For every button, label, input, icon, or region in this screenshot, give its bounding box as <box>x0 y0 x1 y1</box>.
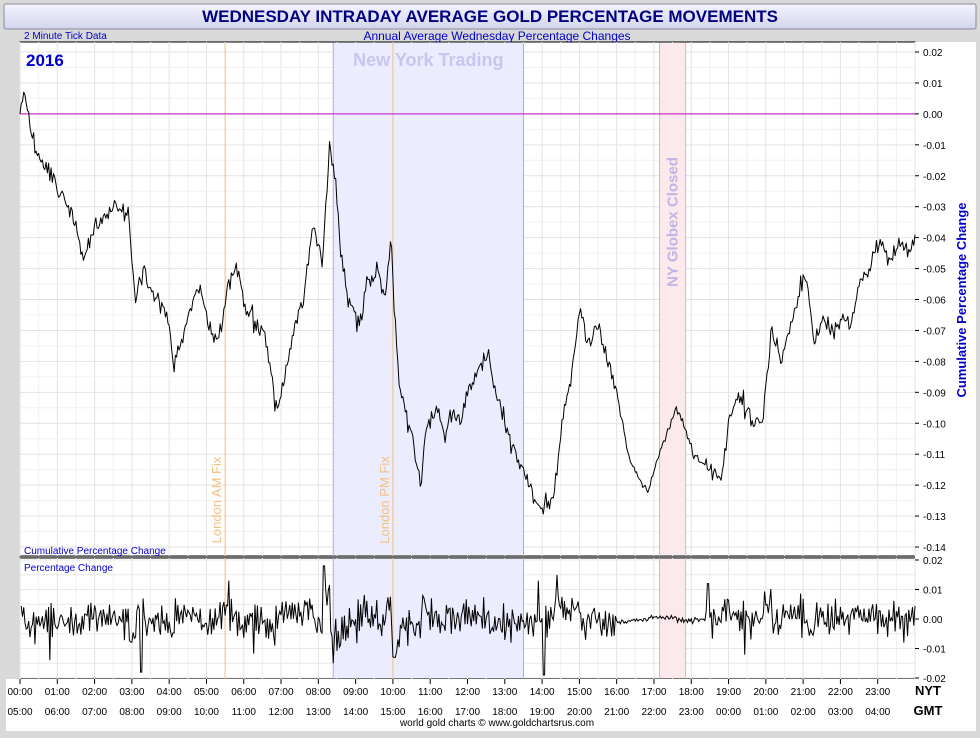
chart-subtitle: Annual Average Wednesday Percentage Chan… <box>363 29 630 43</box>
upper-panel-label: Cumulative Percentage Change <box>24 546 166 557</box>
lower-panel-label: Percentage Change <box>24 563 113 574</box>
upper-y-tick-label: -0.11 <box>923 450 945 461</box>
gmt-tick-label: 07:00 <box>82 707 107 718</box>
upper-y-tick-label: -0.06 <box>923 296 946 307</box>
gmt-axis-label: GMT <box>914 703 943 718</box>
upper-y-tick-label: -0.10 <box>923 419 946 430</box>
nyt-tick-label: 04:00 <box>157 687 182 698</box>
nyt-axis-label: NYT <box>915 683 941 698</box>
shaded-region-upper <box>660 43 686 555</box>
gmt-tick-label: 12:00 <box>269 707 294 718</box>
gmt-tick-label: 01:00 <box>753 707 778 718</box>
gmt-tick-label: 10:00 <box>194 707 219 718</box>
shaded-region-upper <box>333 43 523 555</box>
gmt-tick-label: 02:00 <box>791 707 816 718</box>
y-axis-label: Cumulative Percentage Change <box>954 202 969 397</box>
nyt-tick-label: 11:00 <box>418 687 443 698</box>
nyt-tick-label: 13:00 <box>492 687 517 698</box>
gmt-tick-label: 11:00 <box>232 707 257 718</box>
upper-y-tick-label: -0.07 <box>923 326 946 337</box>
nyt-tick-label: 00:00 <box>7 687 32 698</box>
gmt-tick-label: 09:00 <box>157 707 182 718</box>
source-credit: world gold charts © www.goldchartsrus.co… <box>399 718 594 729</box>
chart-root: WEDNESDAY INTRADAY AVERAGE GOLD PERCENTA… <box>0 0 980 733</box>
upper-y-tick-label: -0.04 <box>923 234 946 245</box>
upper-y-tick-label: -0.09 <box>923 388 946 399</box>
upper-y-tick-label: 0.01 <box>923 79 943 90</box>
nyt-tick-label: 19:00 <box>716 687 741 698</box>
gmt-tick-label: 05:00 <box>7 707 32 718</box>
nyt-tick-label: 05:00 <box>194 687 219 698</box>
nyt-tick-label: 08:00 <box>306 687 331 698</box>
upper-y-tick-label: 0.02 <box>923 48 943 59</box>
nyt-tick-label: 12:00 <box>455 687 480 698</box>
lower-y-tick-label: 0.00 <box>923 615 943 626</box>
upper-y-tick-label: -0.01 <box>923 141 946 152</box>
gmt-tick-label: 22:00 <box>641 707 666 718</box>
nyt-tick-label: 09:00 <box>343 687 368 698</box>
lower-y-tick-label: -0.01 <box>923 645 946 656</box>
gmt-tick-label: 20:00 <box>567 707 592 718</box>
gold-intraday-chart: WEDNESDAY INTRADAY AVERAGE GOLD PERCENTA… <box>0 0 980 733</box>
gmt-tick-label: 13:00 <box>306 707 331 718</box>
gmt-tick-label: 14:00 <box>343 707 368 718</box>
nyt-tick-label: 21:00 <box>791 687 816 698</box>
gmt-tick-label: 08:00 <box>119 707 144 718</box>
nyt-tick-label: 14:00 <box>530 687 555 698</box>
upper-y-tick-label: -0.14 <box>923 543 946 554</box>
london-am-fix-label: London AM Fix <box>209 456 224 543</box>
ny-globex-closed-label: NY Globex Closed <box>665 157 682 287</box>
tick-data-note: 2 Minute Tick Data <box>24 31 107 42</box>
lower-y-tick-label: 0.02 <box>923 556 943 567</box>
gmt-tick-label: 03:00 <box>828 707 853 718</box>
chart-title: WEDNESDAY INTRADAY AVERAGE GOLD PERCENTA… <box>202 7 778 26</box>
gmt-tick-label: 19:00 <box>530 707 555 718</box>
upper-y-tick-label: 0.00 <box>923 110 943 121</box>
upper-y-tick-label: -0.05 <box>923 265 946 276</box>
nyt-tick-label: 20:00 <box>753 687 778 698</box>
gmt-tick-label: 18:00 <box>492 707 517 718</box>
nyt-tick-label: 07:00 <box>269 687 294 698</box>
gmt-tick-label: 16:00 <box>418 707 443 718</box>
nyt-tick-label: 02:00 <box>82 687 107 698</box>
nyt-tick-label: 22:00 <box>828 687 853 698</box>
upper-y-tick-label: -0.13 <box>923 512 946 523</box>
nyt-tick-label: 23:00 <box>865 687 890 698</box>
nyt-tick-label: 03:00 <box>119 687 144 698</box>
gmt-tick-label: 15:00 <box>380 707 405 718</box>
gmt-tick-label: 06:00 <box>45 707 70 718</box>
nyt-tick-label: 06:00 <box>231 687 256 698</box>
nyt-tick-label: 16:00 <box>604 687 629 698</box>
upper-y-tick-label: -0.03 <box>923 203 946 214</box>
gmt-tick-label: 04:00 <box>865 707 890 718</box>
new-york-trading-label: New York Trading <box>353 50 503 70</box>
gmt-tick-label: 21:00 <box>604 707 629 718</box>
nyt-tick-label: 15:00 <box>567 687 592 698</box>
london-pm-fix-label: London PM Fix <box>377 456 392 544</box>
nyt-tick-label: 10:00 <box>380 687 405 698</box>
upper-y-tick-label: -0.12 <box>923 481 946 492</box>
gmt-tick-label: 17:00 <box>455 707 480 718</box>
nyt-tick-label: 18:00 <box>679 687 704 698</box>
upper-y-tick-label: -0.08 <box>923 357 946 368</box>
year-label: 2016 <box>26 51 64 70</box>
gmt-tick-label: 23:00 <box>679 707 704 718</box>
nyt-tick-label: 17:00 <box>641 687 666 698</box>
lower-y-tick-label: 0.01 <box>923 586 943 597</box>
gmt-tick-label: 00:00 <box>716 707 741 718</box>
upper-y-tick-label: -0.02 <box>923 172 946 183</box>
nyt-tick-label: 01:00 <box>45 687 70 698</box>
